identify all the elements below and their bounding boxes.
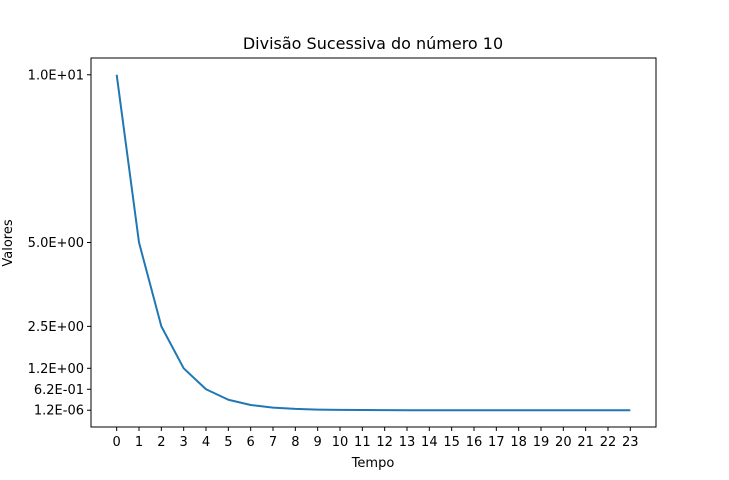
chart-title: Divisão Sucessiva do número 10 bbox=[243, 34, 503, 53]
x-tick-label: 11 bbox=[354, 435, 371, 450]
y-axis-label: Valores bbox=[1, 219, 16, 266]
x-axis-label: Tempo bbox=[351, 456, 395, 471]
series-group bbox=[115, 74, 631, 412]
x-tick-label: 19 bbox=[533, 435, 550, 450]
x-tick-label: 23 bbox=[622, 435, 639, 450]
x-tick-label: 9 bbox=[314, 435, 322, 450]
y-tick-label: 1.2E+00 bbox=[28, 362, 84, 377]
x-tick-label: 17 bbox=[488, 435, 505, 450]
y-axis: 1.0E+01 5.0E+00 2.5E+00 1.2E+00 6.2E-01 1.2E-… bbox=[28, 68, 91, 419]
x-tick-label: 18 bbox=[510, 435, 527, 450]
x-tick-label: 15 bbox=[443, 435, 460, 450]
series-line bbox=[115, 74, 631, 412]
y-tick-label: 2.5E+00 bbox=[28, 320, 84, 335]
y-tick-label: 5.0E+00 bbox=[28, 236, 84, 251]
x-tick-label: 8 bbox=[291, 435, 299, 450]
x-tick-label: 0 bbox=[113, 435, 121, 450]
x-tick-label: 3 bbox=[180, 435, 188, 450]
x-tick-label: 13 bbox=[399, 435, 416, 450]
x-tick-label: 6 bbox=[247, 435, 255, 450]
x-tick-label: 21 bbox=[577, 435, 594, 450]
x-axis: 0 1 2 3 4 5 6 7 8 9 10 11 12 13 14 15 16 17 18 19 20 21 22 23 bbox=[113, 427, 639, 450]
x-tick-label: 22 bbox=[600, 435, 617, 450]
x-tick-label: 16 bbox=[466, 435, 483, 450]
x-tick-label: 10 bbox=[332, 435, 349, 450]
x-tick-label: 12 bbox=[376, 435, 393, 450]
x-tick-label: 20 bbox=[555, 435, 572, 450]
y-tick-label: 6.2E-01 bbox=[34, 383, 84, 398]
x-tick-label: 7 bbox=[269, 435, 277, 450]
x-tick-label: 1 bbox=[135, 435, 143, 450]
y-tick-label: 1.2E-06 bbox=[34, 404, 84, 419]
plot-frame bbox=[90, 57, 657, 428]
y-tick-label: 1.0E+01 bbox=[28, 68, 84, 83]
x-tick-label: 5 bbox=[224, 435, 232, 450]
x-tick-label: 2 bbox=[157, 435, 165, 450]
x-tick-label: 4 bbox=[202, 435, 210, 450]
x-tick-label: 14 bbox=[421, 435, 438, 450]
